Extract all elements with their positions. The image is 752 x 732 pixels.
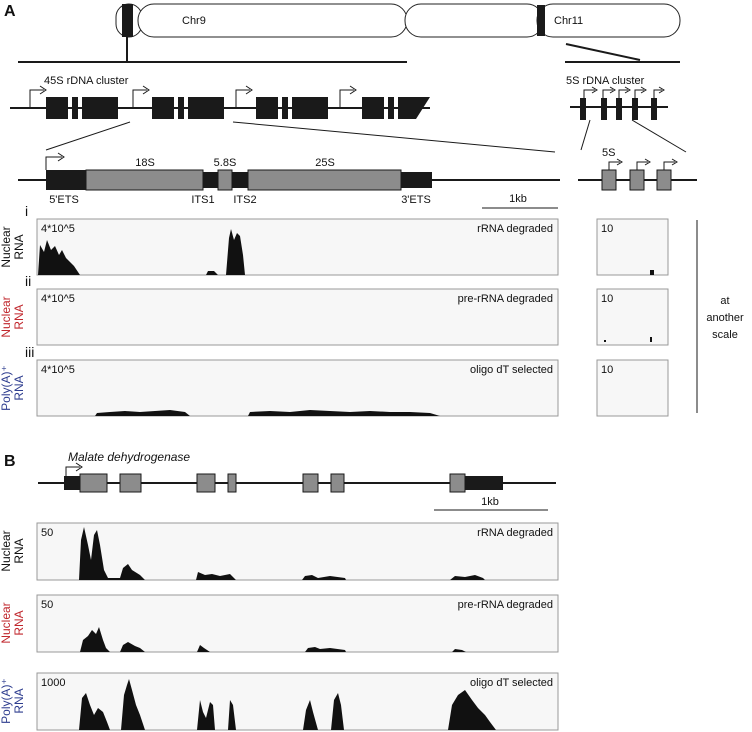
track bbox=[36, 288, 559, 346]
track bbox=[36, 218, 559, 276]
gene-label: 5.8S bbox=[214, 157, 237, 169]
track-scale: 4*10^5 bbox=[41, 364, 75, 376]
spacer-label: 5'ETS bbox=[49, 194, 79, 206]
sample-label: Poly(A)⁺ bbox=[0, 678, 13, 724]
chromosome-arm bbox=[404, 3, 544, 38]
sample-label: Nuclear bbox=[0, 226, 13, 267]
zoom-lines bbox=[45, 119, 687, 153]
spacer-label: ITS2 bbox=[233, 194, 256, 206]
cluster-label: 5S rDNA cluster bbox=[566, 75, 645, 87]
track-scale: 50 bbox=[41, 527, 53, 539]
spacer-label: ITS1 bbox=[191, 194, 214, 206]
connector bbox=[565, 43, 641, 61]
track-condition: oligo dT selected bbox=[470, 677, 553, 689]
gene-model bbox=[38, 462, 556, 493]
cluster-label: 45S rDNA cluster bbox=[44, 75, 129, 87]
panel-label: A bbox=[4, 3, 16, 20]
sample-label: Poly(A)⁺ bbox=[0, 365, 13, 411]
track-roman: iii bbox=[25, 344, 34, 360]
chromosome-label: Chr9 bbox=[182, 15, 206, 27]
gene-name: Malate dehydrogenase bbox=[68, 450, 190, 464]
sample-label: Nuclear bbox=[0, 602, 13, 643]
rdna-unit bbox=[18, 152, 560, 191]
sample-label: Nuclear bbox=[0, 530, 13, 571]
sample-label: RNA bbox=[12, 304, 26, 329]
sample-label: RNA bbox=[12, 538, 26, 563]
track-scale: 4*10^5 bbox=[41, 223, 75, 235]
side-note: at bbox=[720, 295, 729, 307]
scale-bar-label: 1kb bbox=[481, 496, 499, 508]
track-scale: 1000 bbox=[41, 677, 65, 689]
chromosome-label: Chr11 bbox=[554, 15, 583, 27]
track-scale: 50 bbox=[41, 599, 53, 611]
track-condition: rRNA degraded bbox=[477, 223, 553, 235]
sample-label: RNA bbox=[12, 688, 26, 713]
track bbox=[596, 218, 669, 276]
track-scale: 4*10^5 bbox=[41, 293, 75, 305]
locus-band bbox=[537, 5, 545, 36]
sample-label: Nuclear bbox=[0, 296, 13, 337]
five-s-unit bbox=[578, 158, 697, 191]
track-scale: 10 bbox=[601, 223, 613, 235]
track bbox=[596, 288, 669, 346]
gene-label: 18S bbox=[135, 157, 155, 169]
side-note: scale bbox=[712, 329, 738, 341]
sample-label: RNA bbox=[12, 610, 26, 635]
track-condition: pre-rRNA degraded bbox=[458, 293, 553, 305]
track-roman: ii bbox=[25, 273, 31, 289]
track bbox=[36, 594, 559, 653]
gene-label: 25S bbox=[315, 157, 335, 169]
spacer-label: 3'ETS bbox=[401, 194, 431, 206]
track-condition: rRNA degraded bbox=[477, 527, 553, 539]
sample-label: RNA bbox=[12, 375, 26, 400]
locus-band bbox=[122, 4, 133, 37]
coverage bbox=[79, 527, 496, 730]
track-condition: pre-rRNA degraded bbox=[458, 599, 553, 611]
track-condition: oligo dT selected bbox=[470, 364, 553, 376]
side-note: another bbox=[706, 312, 744, 324]
scale-bar-label: 1kb bbox=[509, 193, 527, 205]
track bbox=[596, 359, 669, 417]
track-scale: 10 bbox=[601, 364, 613, 376]
chromosome-arm bbox=[137, 3, 408, 38]
rdna-cluster bbox=[10, 85, 430, 119]
panel-label: B bbox=[4, 453, 16, 470]
track-roman: i bbox=[25, 203, 28, 219]
sample-label: RNA bbox=[12, 234, 26, 259]
gene-label: 5S bbox=[602, 147, 615, 159]
track-scale: 10 bbox=[601, 293, 613, 305]
five-s-cluster bbox=[570, 86, 668, 120]
coverage bbox=[38, 229, 654, 416]
